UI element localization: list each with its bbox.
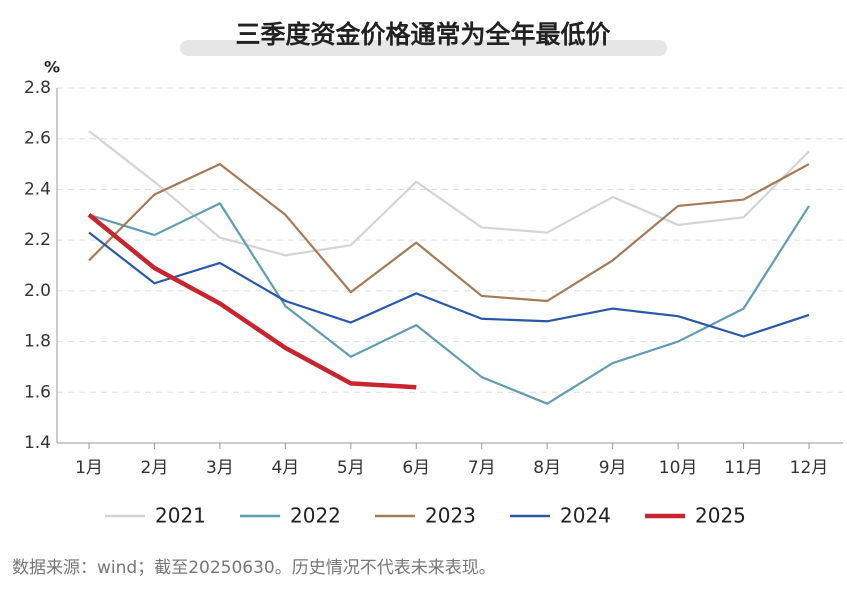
legend-label: 2024	[560, 504, 611, 528]
title-highlight	[180, 40, 667, 56]
y-tick-label: 2.8	[24, 78, 51, 98]
y-tick-label: 2.2	[24, 230, 51, 250]
series-line	[88, 231, 810, 338]
chart-title: 三季度资金价格通常为全年最低价	[235, 20, 611, 49]
x-tick-label: 3月	[206, 458, 234, 478]
y-tick-label: 2.6	[24, 129, 51, 149]
series-line	[87, 213, 417, 390]
legend-label: 2021	[155, 504, 206, 528]
x-tick-label: 4月	[271, 458, 299, 478]
y-tick-label: 1.8	[24, 332, 51, 352]
x-tick-label: 12月	[790, 458, 829, 478]
legend-label: 2022	[290, 504, 341, 528]
legend-label: 2023	[425, 504, 476, 528]
x-tick-label: 1月	[75, 458, 103, 478]
y-axis-label: %	[44, 58, 60, 77]
x-tick-label: 10月	[659, 458, 698, 478]
x-tick-label: 2月	[141, 458, 169, 478]
x-tick-label: 11月	[724, 458, 763, 478]
x-tick-label: 8月	[533, 458, 561, 478]
series-line	[88, 162, 810, 303]
x-tick-label: 7月	[468, 458, 496, 478]
series-line	[88, 130, 810, 257]
y-tick-label: 1.6	[24, 382, 51, 402]
y-tick-label: 2.4	[24, 179, 51, 199]
series-line	[88, 202, 810, 405]
source-note: 数据来源：wind；截至20250630。历史情况不代表未来表现。	[12, 558, 496, 578]
y-tick-label: 1.4	[24, 433, 51, 453]
x-tick-label: 6月	[402, 458, 430, 478]
y-tick-label: 2.0	[24, 281, 51, 301]
x-tick-label: 9月	[599, 458, 627, 478]
x-tick-label: 5月	[337, 458, 365, 478]
legend-label: 2025	[695, 504, 746, 528]
